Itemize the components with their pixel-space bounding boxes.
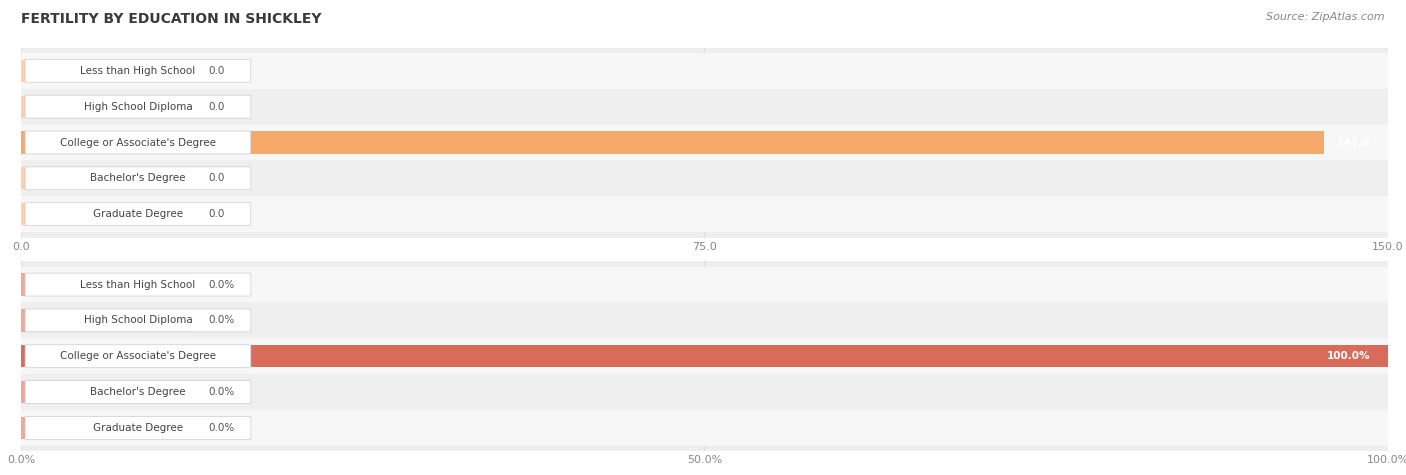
Bar: [21, 95, 193, 118]
FancyBboxPatch shape: [25, 59, 250, 82]
Bar: [21, 345, 1388, 367]
Text: 0.0%: 0.0%: [208, 387, 235, 397]
Text: College or Associate's Degree: College or Associate's Degree: [60, 351, 217, 361]
Bar: [21, 374, 1388, 410]
Text: Graduate Degree: Graduate Degree: [93, 423, 183, 433]
Bar: [21, 417, 191, 439]
Text: College or Associate's Degree: College or Associate's Degree: [60, 137, 217, 148]
Bar: [21, 53, 1388, 89]
Text: 0.0: 0.0: [208, 66, 225, 76]
Bar: [21, 338, 1388, 374]
Text: 0.0%: 0.0%: [208, 315, 235, 325]
Text: 143.0: 143.0: [1337, 137, 1369, 148]
Text: High School Diploma: High School Diploma: [83, 102, 193, 112]
Bar: [21, 303, 1388, 338]
Bar: [21, 274, 191, 295]
Bar: [21, 167, 193, 190]
Text: 100.0%: 100.0%: [1326, 351, 1369, 361]
FancyBboxPatch shape: [25, 380, 250, 404]
Text: High School Diploma: High School Diploma: [83, 315, 193, 325]
Text: 0.0%: 0.0%: [208, 280, 235, 290]
Bar: [21, 381, 191, 403]
Bar: [21, 161, 1388, 196]
FancyBboxPatch shape: [25, 309, 250, 332]
Bar: [21, 196, 1388, 232]
FancyBboxPatch shape: [25, 273, 250, 296]
FancyBboxPatch shape: [25, 203, 250, 226]
Bar: [21, 266, 1388, 303]
Text: Bachelor's Degree: Bachelor's Degree: [90, 387, 186, 397]
Text: Source: ZipAtlas.com: Source: ZipAtlas.com: [1267, 12, 1385, 22]
FancyBboxPatch shape: [25, 167, 250, 190]
Bar: [21, 89, 1388, 124]
Bar: [21, 203, 193, 225]
Bar: [21, 309, 191, 332]
Text: Less than High School: Less than High School: [80, 280, 195, 290]
Bar: [21, 132, 1324, 153]
Text: Less than High School: Less than High School: [80, 66, 195, 76]
Bar: [21, 124, 1388, 161]
FancyBboxPatch shape: [25, 345, 250, 368]
Text: Bachelor's Degree: Bachelor's Degree: [90, 173, 186, 183]
Text: FERTILITY BY EDUCATION IN SHICKLEY: FERTILITY BY EDUCATION IN SHICKLEY: [21, 12, 322, 26]
Bar: [21, 60, 193, 82]
Text: 0.0: 0.0: [208, 173, 225, 183]
FancyBboxPatch shape: [25, 131, 250, 154]
FancyBboxPatch shape: [25, 95, 250, 118]
Text: Graduate Degree: Graduate Degree: [93, 209, 183, 219]
Text: 0.0: 0.0: [208, 209, 225, 219]
Text: 0.0: 0.0: [208, 102, 225, 112]
Bar: [21, 410, 1388, 446]
FancyBboxPatch shape: [25, 417, 250, 439]
Text: 0.0%: 0.0%: [208, 423, 235, 433]
